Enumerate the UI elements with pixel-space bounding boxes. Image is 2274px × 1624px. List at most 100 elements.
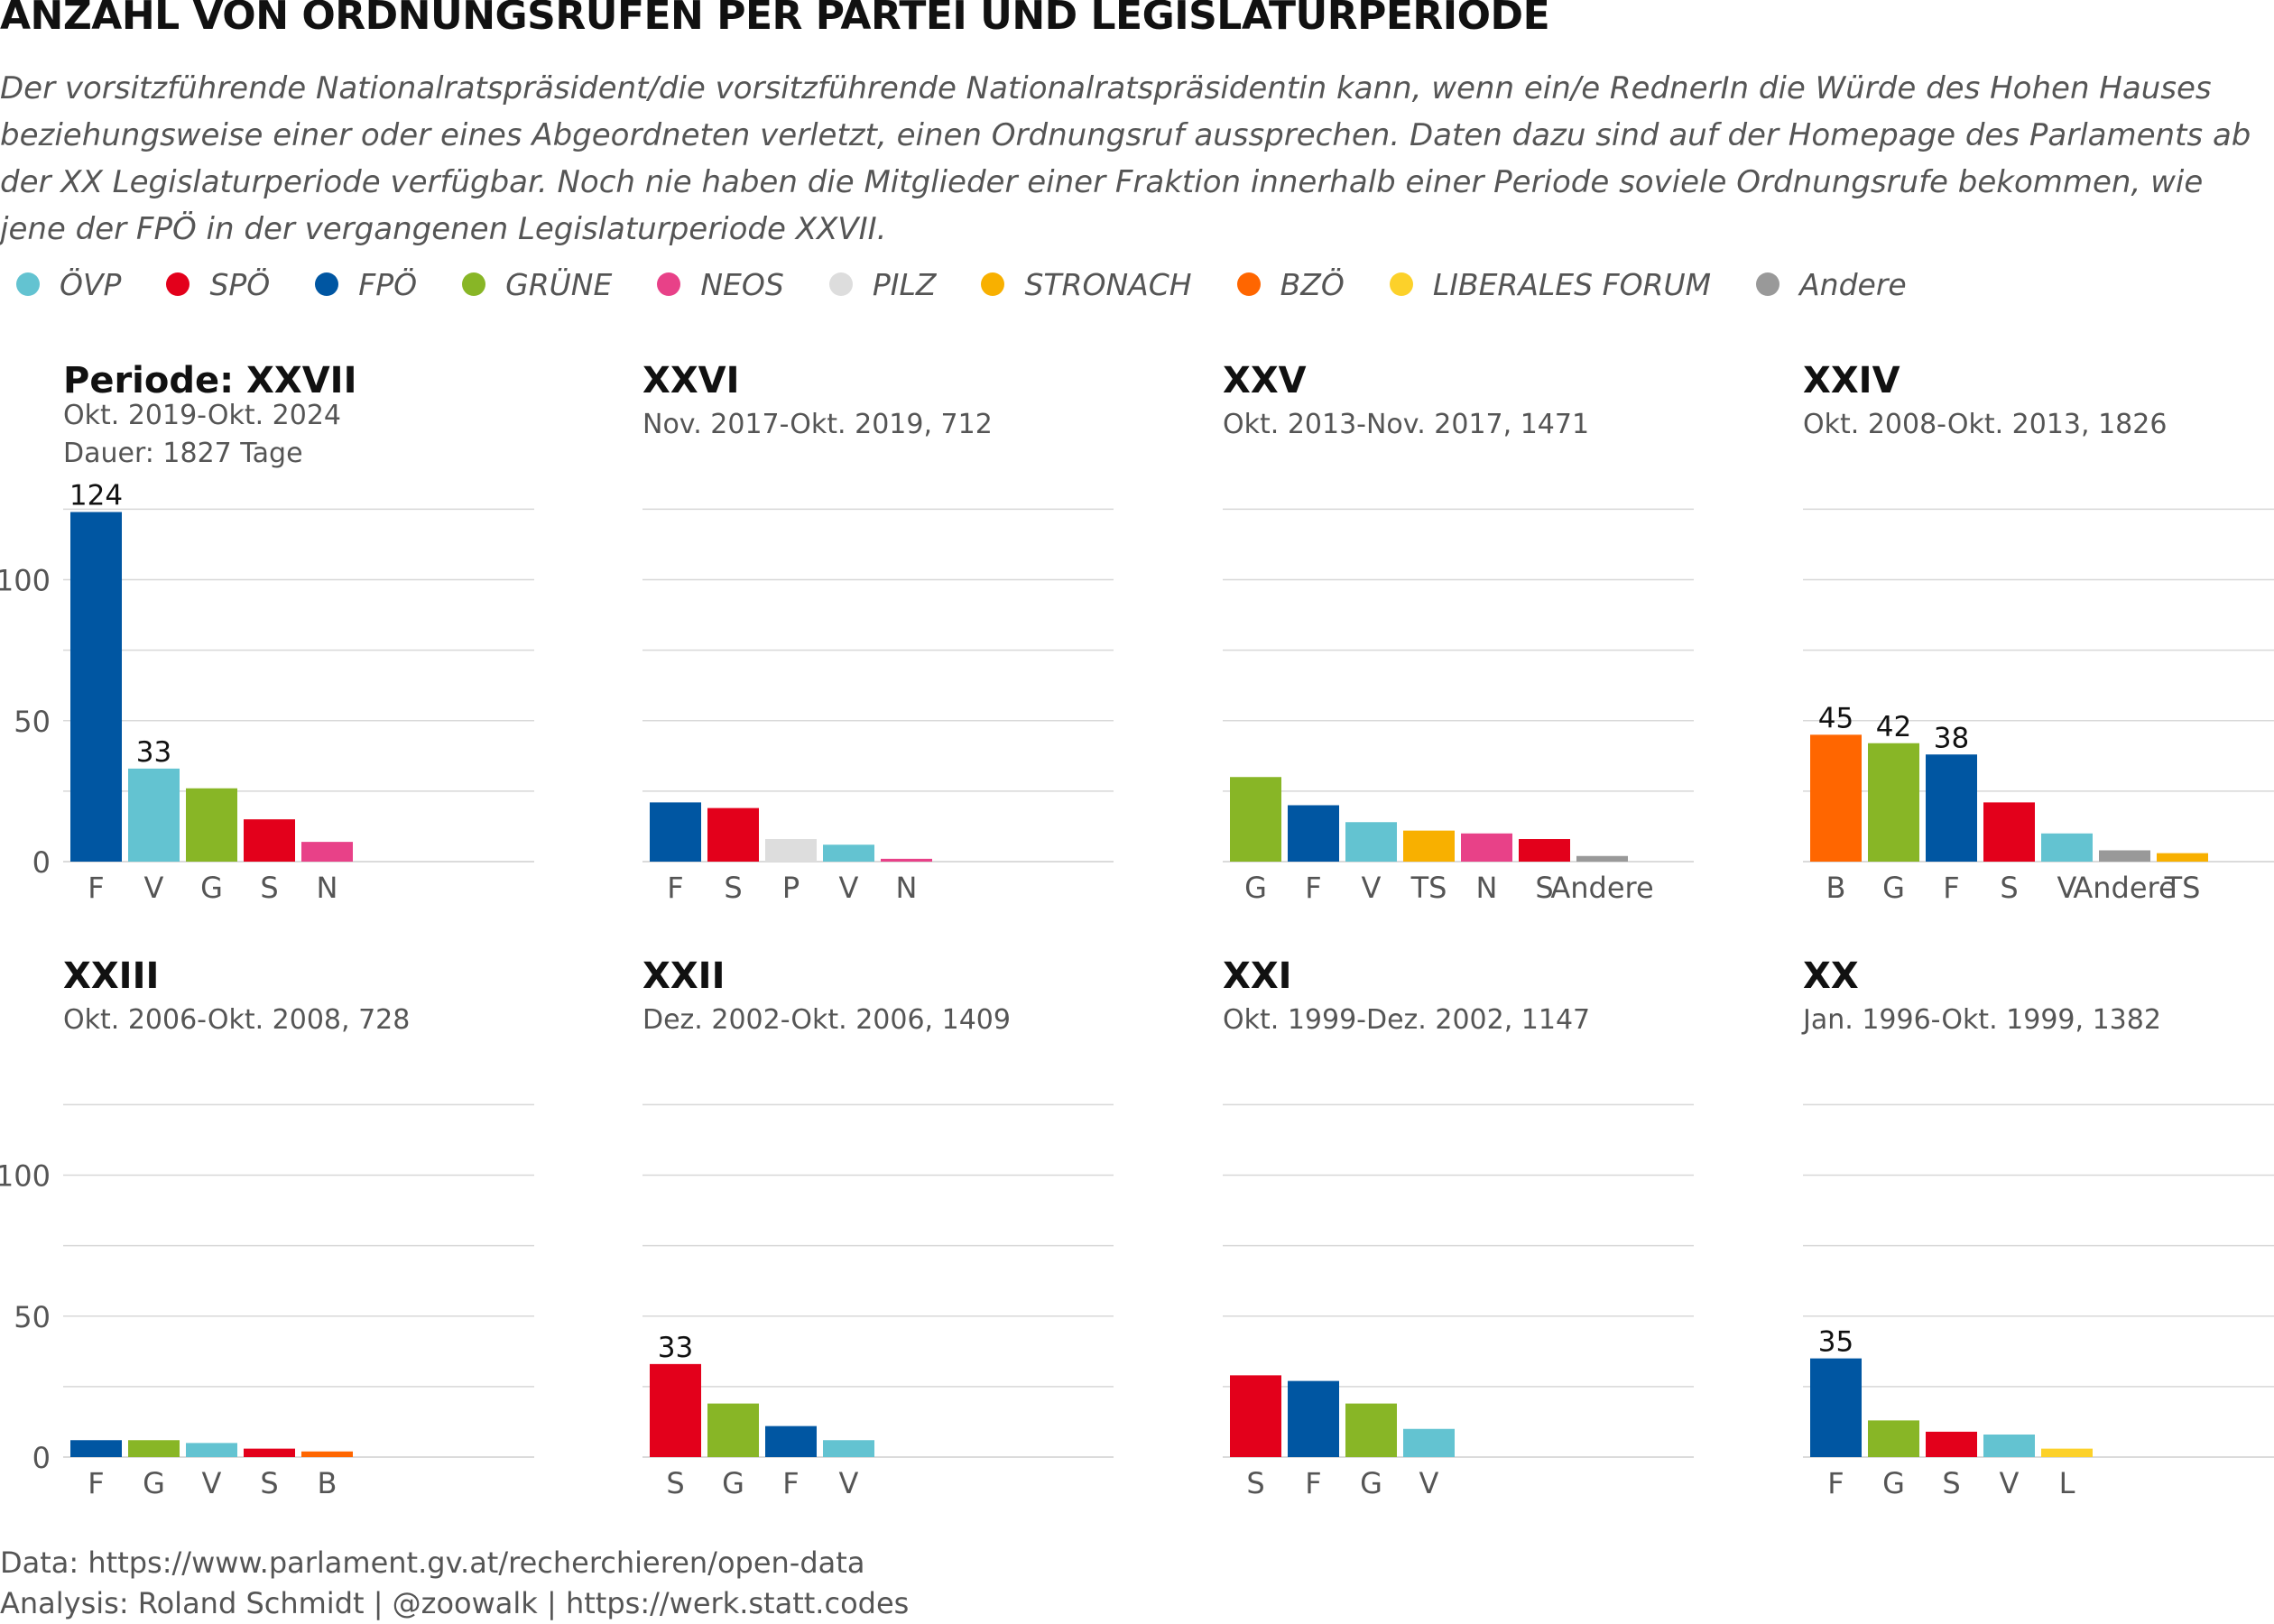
data-label: 38 [1934, 722, 1969, 754]
x-tick-label: F [1827, 1466, 1844, 1500]
legend: ÖVP SPÖ FPÖ GRÜNE NEOS PILZ STRONACH BZÖ LIBERAL… [16, 262, 1952, 307]
panel-title: XXII [642, 955, 725, 997]
x-tick-label: N [896, 871, 918, 905]
legend-swatch [166, 272, 190, 296]
bar-v [1983, 1435, 2035, 1457]
x-tick-label: S [260, 871, 278, 905]
data-label: 35 [1818, 1326, 1853, 1359]
x-tick-label: G [722, 1466, 744, 1500]
x-tick-label: TS [1410, 871, 1447, 905]
bar-n [301, 842, 353, 862]
x-tick-label: V [1419, 1466, 1439, 1500]
bar-s [1230, 1375, 1281, 1457]
panel-subtitle: Okt. 2008-Okt. 2013, 1826 [1803, 409, 2167, 440]
legend-label: PILZ [872, 266, 937, 302]
bar-f [70, 1440, 122, 1457]
panel-7: XXI Okt. 1999-Dez. 2002, 1147 S F G V [1223, 955, 1694, 1500]
bar-g [1230, 777, 1281, 862]
x-tick-label: V [202, 1466, 222, 1500]
legend-swatch [1756, 272, 1780, 296]
y-tick-label: 50 [14, 705, 51, 739]
legend-item-f: FPÖ [315, 267, 417, 302]
bar-n [1461, 833, 1512, 862]
x-tick-label: F [88, 1466, 104, 1500]
bar-v [1345, 822, 1397, 862]
bar-n [881, 858, 932, 862]
legend-item-s: SPÖ [166, 267, 270, 302]
legend-label: LIBERALES FORUM [1432, 266, 1712, 302]
legend-label: NEOS [700, 266, 784, 302]
panel-title: XXIV [1803, 360, 1900, 401]
bar-f [1810, 1358, 1862, 1457]
x-tick-label: G [1360, 1466, 1382, 1500]
bar-f [1288, 805, 1339, 862]
bar-ts [2157, 853, 2208, 862]
chart-title: ANZAHL VON ORDNUNGSRUFEN PER PARTEI UND … [0, 0, 1550, 39]
bar-s [1983, 802, 2035, 862]
x-tick-label: F [1305, 871, 1321, 905]
legend-label: Andere [1799, 266, 1907, 302]
legend-item-b: BZÖ [1236, 267, 1345, 302]
panel-subtitle: Okt. 2019-Okt. 2024 [63, 400, 341, 431]
x-tick-label: P [782, 871, 800, 905]
bar-ts [1403, 830, 1455, 862]
panel-2: XXVI Nov. 2017-Okt. 2019, 712 F S P V N [642, 360, 1114, 905]
legend-item-v: ÖVP [16, 267, 121, 302]
bar-f [650, 802, 701, 862]
bar-l [2041, 1448, 2093, 1457]
y-tick-label: 100 [0, 1159, 51, 1194]
bar-s [244, 819, 295, 862]
bar-s [1926, 1431, 1977, 1457]
bar-v [128, 768, 180, 862]
x-tick-label: V [144, 871, 164, 905]
bar-b [301, 1451, 353, 1457]
panel-5: 0 50 100 XXIII Okt. 2006-Okt. 2008, 728 F G V S B [0, 955, 534, 1500]
data-source-note: Data: https://www.parlament.gv.at/recher… [0, 1546, 865, 1580]
panel-3: XXV Okt. 2013-Nov. 2017, 1471 G F V TS N SAnder… [1223, 360, 1694, 905]
panel-subtitle: Okt. 1999-Dez. 2002, 1147 [1223, 1004, 1590, 1036]
x-tick-label: G [1244, 871, 1267, 905]
y-tick-label: 100 [0, 564, 51, 598]
panel-subtitle: Jan. 1996-Okt. 1999, 1382 [1801, 1004, 2161, 1036]
x-tick-label: L [2059, 1466, 2075, 1500]
legend-swatch [1389, 272, 1413, 296]
panel-duration: Dauer: 1827 Tage [63, 438, 303, 469]
x-tick-label: G [143, 1466, 165, 1500]
data-label: 124 [69, 480, 123, 512]
x-tick-label: S [1535, 871, 1553, 905]
legend-swatch [462, 272, 486, 296]
panel-subtitle: Okt. 2013-Nov. 2017, 1471 [1223, 409, 1589, 440]
legend-label: SPÖ [209, 266, 271, 302]
y-tick-label: 0 [32, 1441, 51, 1475]
bar-s [650, 1363, 701, 1457]
x-tick-label: S [1942, 1466, 1960, 1500]
panel-6: XXII Dez. 2002-Okt. 2006, 1409 S 33 G F V [642, 955, 1114, 1500]
panel-title: XXI [1223, 955, 1292, 997]
bar-p [765, 839, 817, 862]
bar-v [823, 844, 874, 862]
bar-s [1519, 839, 1570, 862]
legend-swatch [657, 272, 681, 296]
legend-swatch [1236, 272, 1261, 296]
data-label: 45 [1818, 702, 1853, 734]
bar-s [244, 1448, 295, 1457]
x-tick-label: S [724, 871, 742, 905]
y-tick-label: 0 [32, 845, 51, 880]
x-tick-label: TS [2164, 871, 2201, 905]
analysis-credit: Analysis: Roland Schmidt | @zoowalk | ht… [0, 1586, 910, 1620]
x-tick-label: V [839, 1466, 859, 1500]
panel-subtitle: Nov. 2017-Okt. 2019, 712 [642, 409, 993, 440]
x-tick-label: S [260, 1466, 278, 1500]
bar-andere [2099, 850, 2150, 862]
legend-item-g: GRÜNE [462, 267, 612, 302]
x-tick-label: G [200, 871, 223, 905]
x-tick-label: F [88, 871, 104, 905]
bar-v [1403, 1428, 1455, 1457]
panel-title: XXV [1223, 360, 1307, 401]
legend-item-l: LIBERALES FORUM [1389, 266, 1712, 302]
data-label: 33 [658, 1332, 693, 1364]
x-tick-label: V [1362, 871, 1382, 905]
x-tick-label: N [317, 871, 338, 905]
legend-item-ts: STRONACH [981, 267, 1192, 302]
